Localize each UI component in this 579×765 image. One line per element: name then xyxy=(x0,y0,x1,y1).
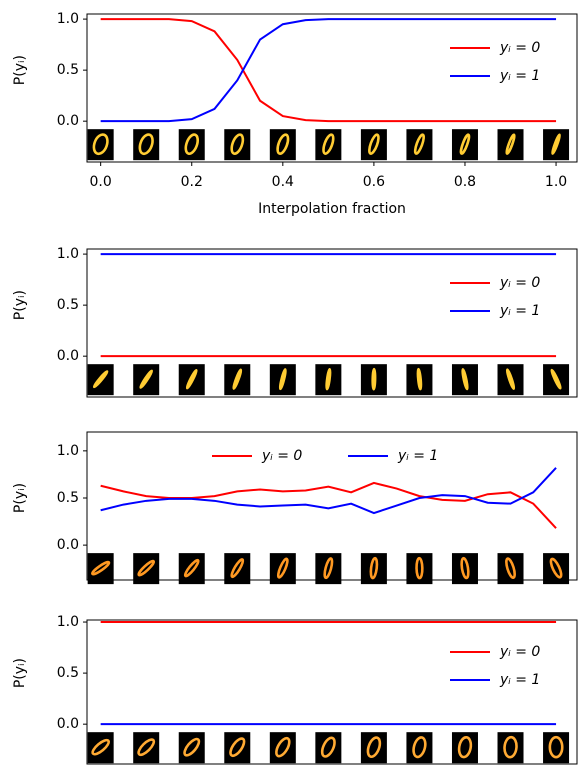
digit-thumbnail xyxy=(315,553,341,584)
digit-thumbnail xyxy=(270,553,296,584)
digit-thumbnail xyxy=(224,553,250,584)
digit-stroke xyxy=(373,369,376,389)
y-axis-label: P(yᵢ) xyxy=(12,290,28,320)
x-axis-label: Interpolation fraction xyxy=(258,201,406,217)
figure: 0.0 0.5 1.0 0.0 0.2 0.4 0.6 0.8 1.0 Interpolation… xyxy=(0,0,579,765)
digit-thumbnail xyxy=(88,553,114,584)
subplot: 0.0 0.5 1.0 P(yᵢ) yᵢ = 0 yᵢ = 1 xyxy=(12,246,577,397)
digit-thumbnail xyxy=(133,553,159,584)
subplot: 0.0 0.5 1.0 P(yᵢ) yᵢ = 0 yᵢ = 1 xyxy=(12,432,577,584)
x-tick-label: 0.0 xyxy=(90,174,112,190)
legend-label: yᵢ = 0 xyxy=(499,644,540,660)
digit-thumbnail xyxy=(543,553,569,584)
subplot: 0.0 0.5 1.0 0.0 0.2 0.4 0.6 0.8 1.0 Interpolation… xyxy=(12,11,577,217)
x-tick-label: 0.2 xyxy=(181,174,203,190)
digit-thumbnail xyxy=(406,129,432,160)
digit-thumbnail xyxy=(224,129,250,160)
digit-thumbnail xyxy=(361,732,387,763)
digit-thumbnail xyxy=(270,129,296,160)
legend-label: yᵢ = 0 xyxy=(261,448,302,464)
y-tick-label: 0.0 xyxy=(57,537,79,553)
digit-thumbnail xyxy=(315,129,341,160)
y-tick-label: 0.5 xyxy=(57,62,79,78)
y-axis-label: P(yᵢ) xyxy=(12,483,28,513)
legend-label: yᵢ = 0 xyxy=(499,40,540,56)
y-axis-label: P(yᵢ) xyxy=(12,55,28,85)
y-tick-label: 1.0 xyxy=(57,614,79,630)
series-line xyxy=(101,19,556,121)
legend-label: yᵢ = 0 xyxy=(499,275,540,291)
digit-thumbnail xyxy=(315,732,341,763)
y-tick-label: 0.5 xyxy=(57,297,79,313)
digit-thumbnail xyxy=(224,732,250,763)
legend-label: yᵢ = 1 xyxy=(499,672,540,688)
y-tick-label: 0.0 xyxy=(57,113,79,129)
x-tick-label: 0.6 xyxy=(363,174,385,190)
digit-thumbnail xyxy=(270,732,296,763)
y-tick-label: 1.0 xyxy=(57,246,79,262)
legend-label: yᵢ = 1 xyxy=(397,448,438,464)
digit-thumbnail xyxy=(361,129,387,160)
series-line xyxy=(101,483,556,528)
digit-thumbnail xyxy=(452,129,478,160)
series-line xyxy=(101,19,556,121)
digit-thumbnail xyxy=(179,732,205,763)
legend-label: yᵢ = 1 xyxy=(499,303,540,319)
digit-thumbnail xyxy=(179,129,205,160)
y-tick-label: 0.5 xyxy=(57,665,79,681)
digit-thumbnail xyxy=(88,732,114,763)
y-tick-label: 0.0 xyxy=(57,716,79,732)
series-line xyxy=(101,468,556,513)
y-tick-label: 0.5 xyxy=(57,490,79,506)
y-tick-label: 0.0 xyxy=(57,348,79,364)
x-tick-label: 1.0 xyxy=(545,174,567,190)
digit-thumbnail xyxy=(498,553,524,584)
digit-thumbnail xyxy=(498,129,524,160)
digit-thumbnail xyxy=(133,732,159,763)
y-tick-label: 1.0 xyxy=(57,11,79,27)
y-tick-label: 1.0 xyxy=(57,443,79,459)
subplot: 0.0 0.5 1.0 P(yᵢ) yᵢ = 0 yᵢ = 1 xyxy=(12,614,577,764)
x-tick-label: 0.4 xyxy=(272,174,294,190)
y-axis-label: P(yᵢ) xyxy=(12,658,28,688)
digit-thumbnail xyxy=(179,553,205,584)
x-tick-label: 0.8 xyxy=(454,174,476,190)
legend-label: yᵢ = 1 xyxy=(499,68,540,84)
